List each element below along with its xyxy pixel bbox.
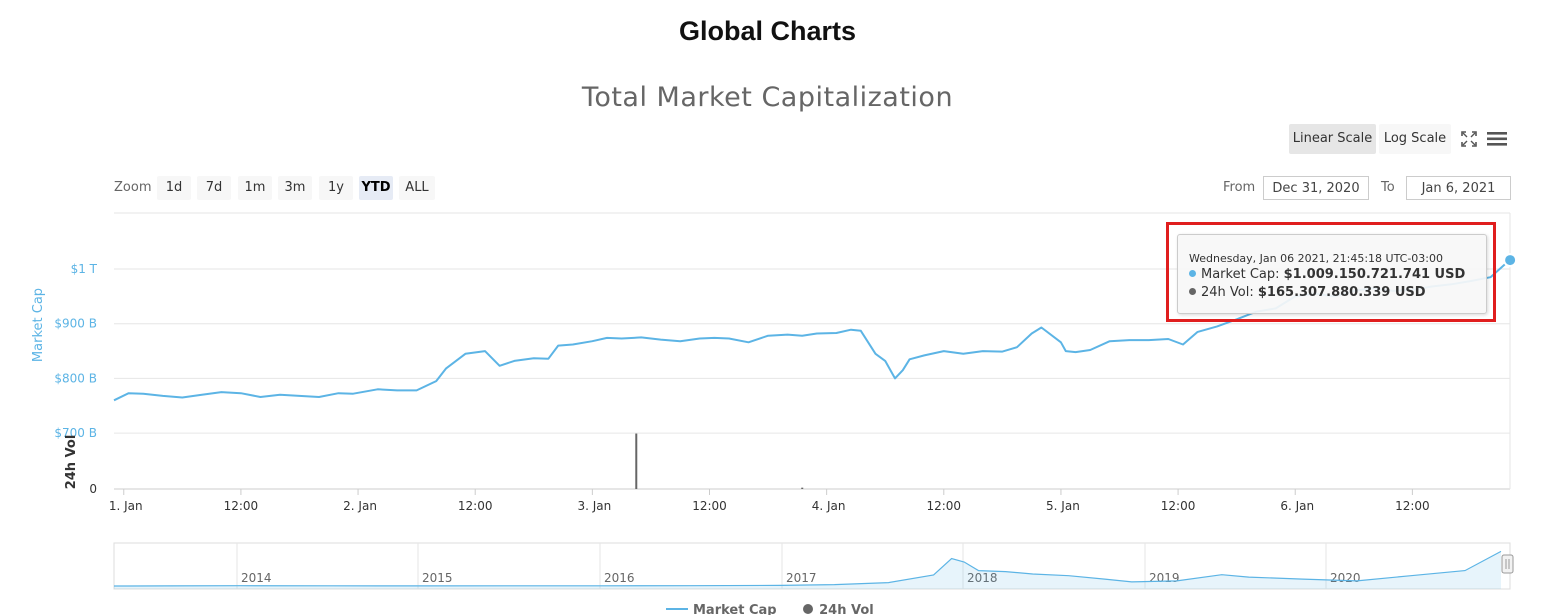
y-tick-label: $900 B bbox=[54, 317, 97, 331]
page-title: Global Charts bbox=[678, 16, 857, 46]
tooltip-volume-value: $165.307.880.339 USD bbox=[1257, 285, 1426, 300]
y-tick-label: $800 B bbox=[54, 371, 97, 385]
market-cap-hover-point bbox=[1503, 253, 1518, 268]
x-tick-label: 2. Jan bbox=[343, 499, 377, 513]
tooltip-volume-label: 24h Vol: bbox=[1201, 285, 1254, 300]
x-tick-label: 3. Jan bbox=[577, 499, 611, 513]
log-scale-button[interactable]: Log Scale bbox=[1379, 124, 1451, 154]
legend-item-market-cap[interactable]: Market Cap bbox=[666, 603, 777, 615]
x-tick-label: 5. Jan bbox=[1046, 499, 1080, 513]
x-tick-label: 12:00 bbox=[224, 499, 259, 513]
to-date-input[interactable] bbox=[1406, 176, 1511, 200]
x-tick-label: 12:00 bbox=[926, 499, 961, 513]
dot-icon bbox=[803, 604, 814, 614]
zoom-ytd-button[interactable]: YTD bbox=[359, 176, 393, 200]
x-tick-label: 1. Jan bbox=[109, 499, 143, 513]
navigator[interactable]: 2014 2015 2016 2017 2018 2019 2020 bbox=[113, 542, 1514, 590]
tooltip-date: Wednesday, Jan 06 2021, 21:45:18 UTC-03:… bbox=[1189, 252, 1443, 265]
from-label: From bbox=[1223, 180, 1256, 195]
zoom-label: Zoom bbox=[114, 180, 152, 195]
x-tick-label: 12:00 bbox=[1395, 499, 1430, 513]
zoom-1y-button[interactable]: 1y bbox=[319, 176, 353, 200]
zoom-7d-button[interactable]: 7d bbox=[197, 176, 231, 200]
line-icon bbox=[666, 608, 688, 610]
navigator-handle[interactable] bbox=[1501, 554, 1514, 574]
chart-title: Total Market Capitalization bbox=[581, 82, 954, 113]
from-date-input[interactable] bbox=[1263, 176, 1369, 200]
tooltip-market-cap-row: Market Cap: $1.009.150.721.741 USD bbox=[1189, 267, 1465, 282]
volume-dot-icon bbox=[1189, 288, 1196, 295]
x-tick-label: 12:00 bbox=[1161, 499, 1196, 513]
tooltip-volume-row: 24h Vol: $165.307.880.339 USD bbox=[1189, 285, 1426, 300]
tooltip-market-cap-label: Market Cap: bbox=[1201, 267, 1280, 282]
x-tick-label: 4. Jan bbox=[812, 499, 846, 513]
navigator-area bbox=[114, 551, 1501, 589]
zoom-1d-button[interactable]: 1d bbox=[157, 176, 191, 200]
fullscreen-icon[interactable] bbox=[1456, 126, 1482, 152]
zoom-1m-button[interactable]: 1m bbox=[238, 176, 272, 200]
x-tick-label: 12:00 bbox=[458, 499, 493, 513]
navigator-year-label: 2020 bbox=[1330, 571, 1361, 585]
tooltip-market-cap-value: $1.009.150.721.741 USD bbox=[1283, 267, 1466, 282]
linear-scale-button[interactable]: Linear Scale bbox=[1289, 124, 1376, 154]
volume-bar bbox=[635, 433, 638, 489]
x-tick-label: 6. Jan bbox=[1280, 499, 1314, 513]
market-cap-dot-icon bbox=[1189, 270, 1196, 277]
y-tick-label: $1 T bbox=[71, 262, 98, 276]
zoom-all-button[interactable]: ALL bbox=[399, 176, 435, 200]
hamburger-menu-icon[interactable] bbox=[1484, 126, 1510, 152]
volume-tick-label: 0 bbox=[89, 482, 97, 496]
to-label: To bbox=[1381, 180, 1395, 195]
y-axis-title: Market Cap bbox=[31, 288, 46, 362]
chart-legend: Market Cap 24h Vol bbox=[666, 603, 896, 615]
navigator-year-label: 2018 bbox=[967, 571, 998, 585]
zoom-3m-button[interactable]: 3m bbox=[278, 176, 312, 200]
navigator-year-label: 2015 bbox=[422, 571, 453, 585]
navigator-year-label: 2017 bbox=[786, 571, 817, 585]
x-tick-label: 12:00 bbox=[692, 499, 727, 513]
navigator-year-label: 2014 bbox=[241, 571, 272, 585]
legend-item-24h-vol[interactable]: 24h Vol bbox=[803, 603, 874, 615]
volume-bar bbox=[801, 487, 804, 489]
y-tick-label: $700 B bbox=[54, 426, 97, 440]
navigator-line bbox=[113, 550, 1502, 587]
chart-tooltip: Wednesday, Jan 06 2021, 21:45:18 UTC-03:… bbox=[1177, 234, 1487, 314]
volume-axis-title: 24h Vol bbox=[64, 435, 79, 490]
market-cap-series-line bbox=[113, 263, 1506, 402]
navigator-year-label: 2016 bbox=[604, 571, 635, 585]
